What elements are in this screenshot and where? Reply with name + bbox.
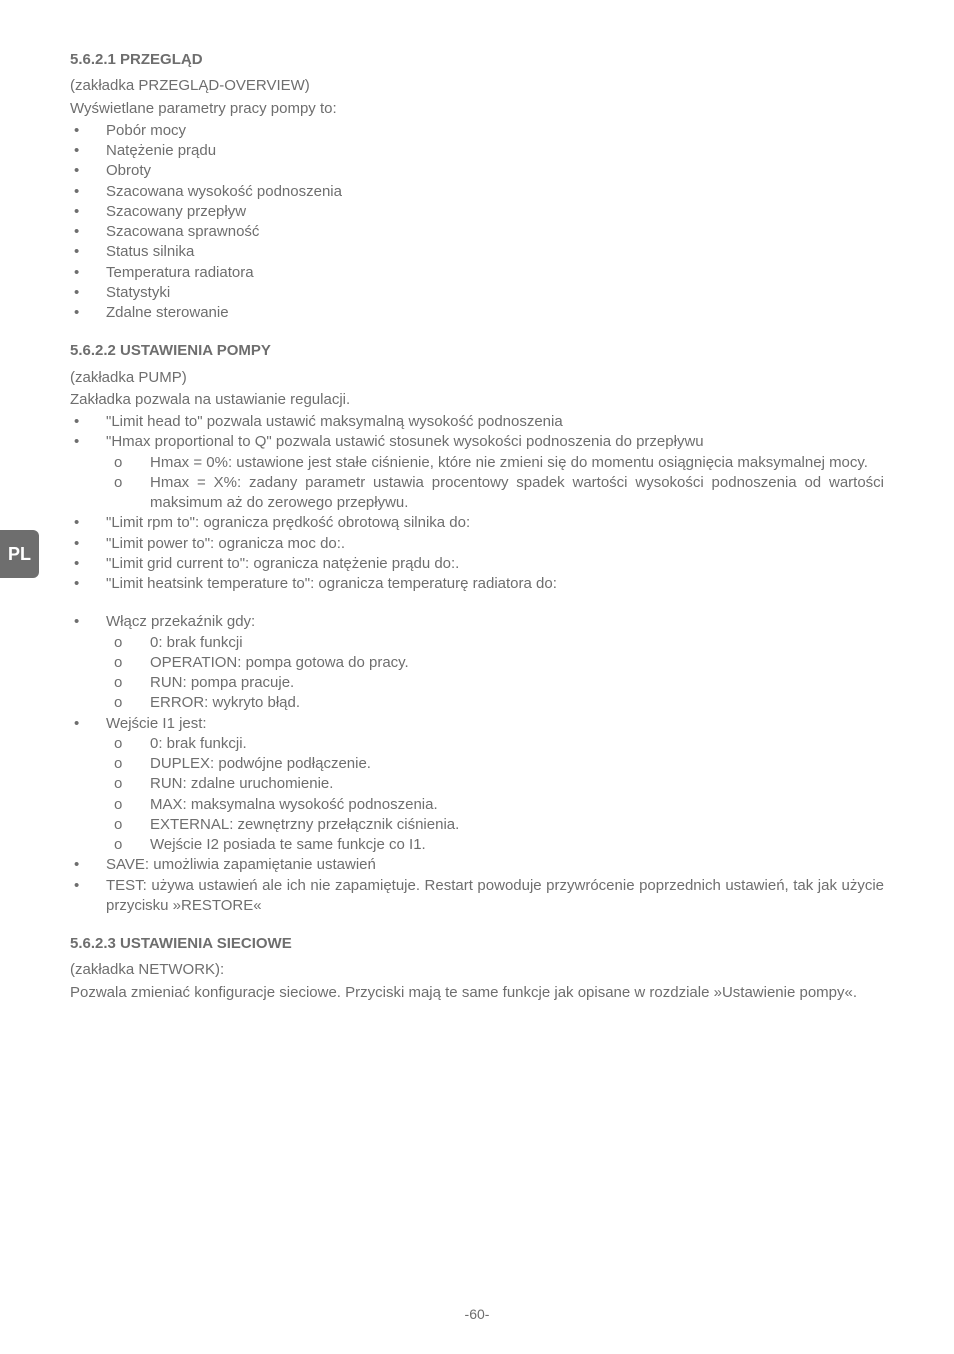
page-number: -60-	[0, 1305, 954, 1324]
sublist-text: RUN: zdalne uruchomienie.	[150, 775, 333, 792]
section1-sub1: (zakładka PRZEGLĄD-OVERVIEW)	[70, 76, 884, 96]
section2-list-b: Włącz przekaźnik gdy: o0: brak funkcji o…	[70, 612, 884, 916]
sublist-item: o0: brak funkcji	[106, 633, 884, 653]
list-item: Wejście I1 jest: o0: brak funkcji. oDUPL…	[70, 714, 884, 856]
sublist-item: oERROR: wykryto błąd.	[106, 693, 884, 713]
sublist-text: OPERATION: pompa gotowa do pracy.	[150, 654, 409, 671]
list-item: SAVE: umożliwia zapamiętanie ustawień	[70, 855, 884, 875]
section3-sub1: (zakładka NETWORK):	[70, 960, 884, 980]
list-item: Włącz przekaźnik gdy: o0: brak funkcji o…	[70, 612, 884, 713]
list-item: Obroty	[70, 161, 884, 181]
section3-sub2: Pozwala zmieniać konfiguracje sieciowe. …	[70, 983, 884, 1003]
list-item: Szacowana wysokość podnoszenia	[70, 182, 884, 202]
sublist-text: EXTERNAL: zewnętrzny przełącznik ciśnien…	[150, 816, 459, 833]
sublist-text: RUN: pompa pracuje.	[150, 674, 294, 691]
sublist-item: oRUN: zdalne uruchomienie.	[106, 774, 884, 794]
list-item: "Limit grid current to": ogranicza natęż…	[70, 554, 884, 574]
sublist-text: Hmax = 0%: ustawione jest stałe ciśnieni…	[150, 454, 868, 471]
list-item-text: Włącz przekaźnik gdy:	[106, 613, 255, 630]
list-item: "Limit head to" pozwala ustawić maksymal…	[70, 412, 884, 432]
sublist-item: oDUPLEX: podwójne podłączenie.	[106, 754, 884, 774]
list-item: Statystyki	[70, 283, 884, 303]
sublist-item: o0: brak funkcji.	[106, 734, 884, 754]
sublist-item: oRUN: pompa pracuje.	[106, 673, 884, 693]
sublist-item: oEXTERNAL: zewnętrzny przełącznik ciśnie…	[106, 815, 884, 835]
sublist-text: MAX: maksymalna wysokość podnoszenia.	[150, 796, 438, 813]
sublist-item: oHmax = X%: zadany parametr ustawia proc…	[106, 473, 884, 514]
section1-list: Pobór mocy Natężenie prądu Obroty Szacow…	[70, 121, 884, 324]
sublist-text: Wejście I2 posiada te same funkcje co I1…	[150, 836, 426, 853]
sublist-item: oOPERATION: pompa gotowa do pracy.	[106, 653, 884, 673]
list-item: "Limit rpm to": ogranicza prędkość obrot…	[70, 513, 884, 533]
list-item: "Limit heatsink temperature to": ogranic…	[70, 574, 884, 594]
list-item: Zdalne sterowanie	[70, 303, 884, 323]
sublist-item: oWejście I2 posiada te same funkcje co I…	[106, 835, 884, 855]
list-item: TEST: używa ustawień ale ich nie zapamię…	[70, 876, 884, 917]
list-item: Szacowany przepływ	[70, 202, 884, 222]
section-heading-1: 5.6.2.1 PRZEGLĄD	[70, 50, 884, 70]
section2-sub1: (zakładka PUMP)	[70, 368, 884, 388]
section1-sub2: Wyświetlane parametry pracy pompy to:	[70, 99, 884, 119]
section-heading-2: 5.6.2.2 USTAWIENIA POMPY	[70, 341, 884, 361]
section-heading-3: 5.6.2.3 USTAWIENIA SIECIOWE	[70, 934, 884, 954]
sublist-text: 0: brak funkcji	[150, 634, 243, 651]
sublist-item: oHmax = 0%: ustawione jest stałe ciśnien…	[106, 453, 884, 473]
list-item-text: "Hmax proportional to Q" pozwala ustawić…	[106, 433, 704, 450]
list-item: Temperatura radiatora	[70, 263, 884, 283]
language-tab: PL	[0, 530, 39, 578]
sublist-text: ERROR: wykryto błąd.	[150, 694, 300, 711]
list-item: Natężenie prądu	[70, 141, 884, 161]
sublist-item: oMAX: maksymalna wysokość podnoszenia.	[106, 795, 884, 815]
list-item: Status silnika	[70, 242, 884, 262]
sublist-text: Hmax = X%: zadany parametr ustawia proce…	[150, 474, 884, 511]
section2-list-a: "Limit head to" pozwala ustawić maksymal…	[70, 412, 884, 594]
list-item: Szacowana sprawność	[70, 222, 884, 242]
list-item: Pobór mocy	[70, 121, 884, 141]
sublist-text: DUPLEX: podwójne podłączenie.	[150, 755, 371, 772]
list-item-text: Wejście I1 jest:	[106, 715, 207, 732]
sublist-text: 0: brak funkcji.	[150, 735, 247, 752]
list-item: "Limit power to": ogranicza moc do:.	[70, 534, 884, 554]
section2-sub2: Zakładka pozwala na ustawianie regulacji…	[70, 390, 884, 410]
list-item: "Hmax proportional to Q" pozwala ustawić…	[70, 432, 884, 513]
